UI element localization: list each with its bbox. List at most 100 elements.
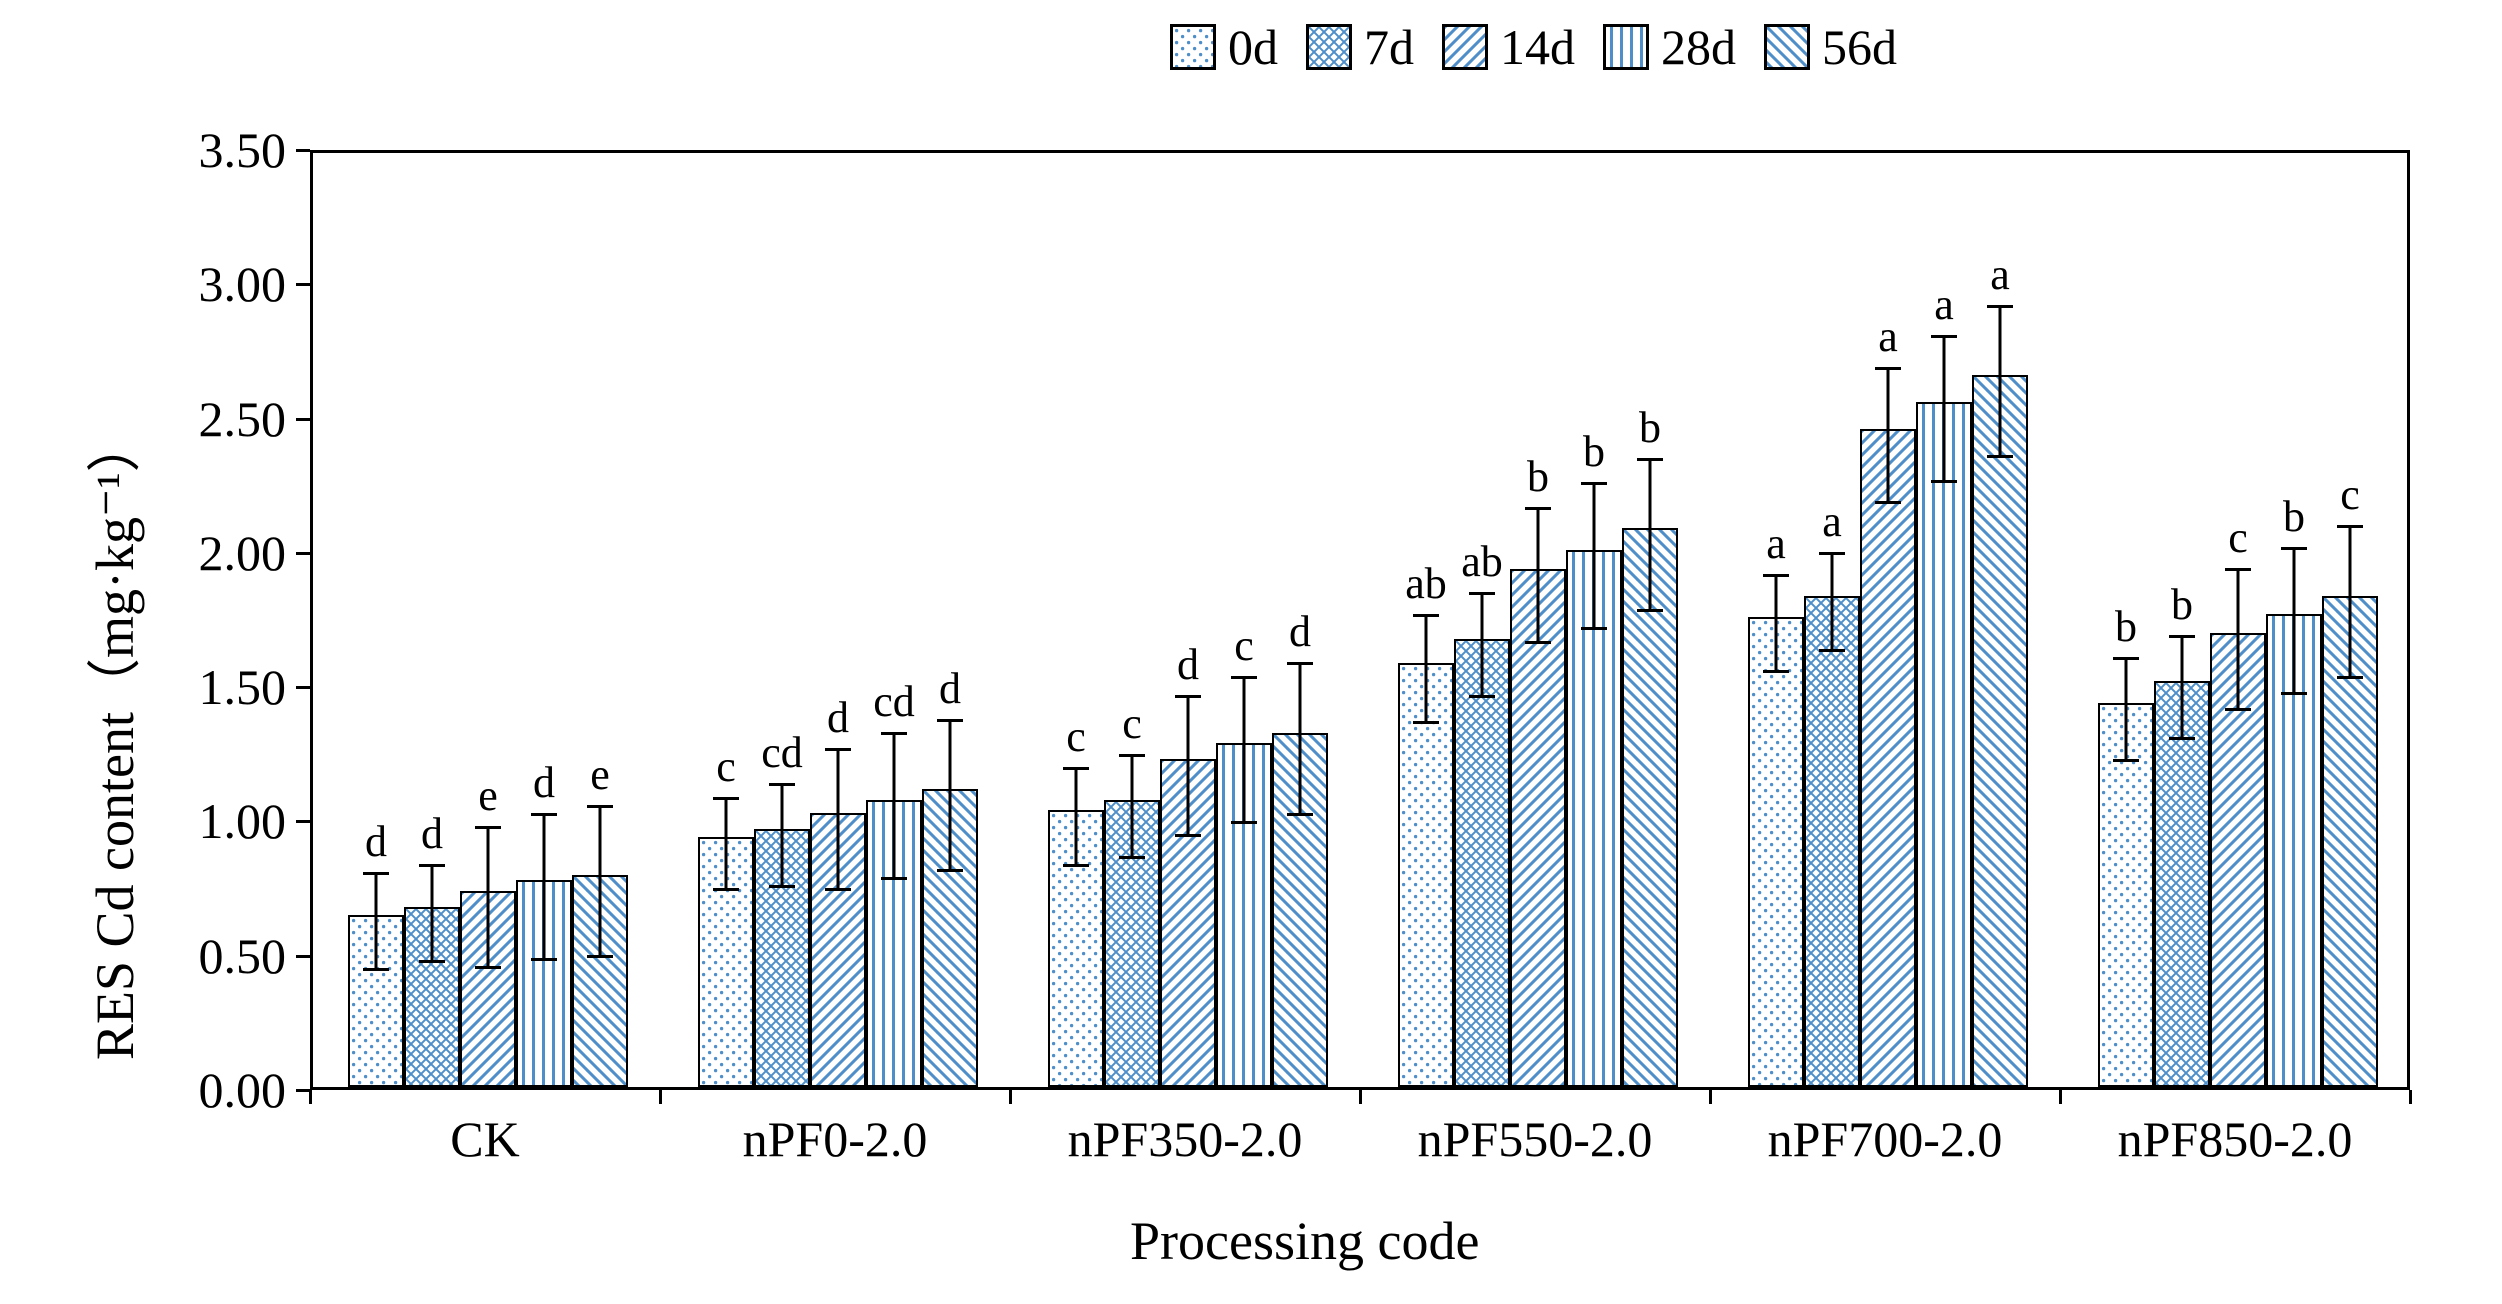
bar <box>1748 617 1804 1087</box>
plot-area: ddedeccddcddccdcdababbbbaaaaabbcbc <box>310 150 2410 1090</box>
y-tick-label: 3.00 <box>166 255 286 313</box>
legend-swatch <box>1170 24 1216 70</box>
significance-label: c <box>716 741 736 792</box>
bar <box>1048 810 1104 1087</box>
y-tick-label: 2.00 <box>166 524 286 582</box>
bar <box>348 915 404 1087</box>
x-axis-title: Processing code <box>1130 1210 1479 1272</box>
legend-swatch <box>1603 24 1649 70</box>
y-tick <box>296 955 310 958</box>
bar <box>1104 800 1160 1087</box>
significance-label: d <box>827 692 849 743</box>
significance-label: b <box>2171 579 2193 630</box>
y-tick <box>296 283 310 286</box>
legend-label: 14d <box>1500 18 1575 76</box>
bar <box>1972 375 2028 1087</box>
bar <box>1566 550 1622 1087</box>
x-tick <box>1359 1090 1362 1104</box>
significance-label: b <box>2115 601 2137 652</box>
significance-label: c <box>1122 698 1142 749</box>
x-category-label: nPF700-2.0 <box>1768 1110 2003 1168</box>
significance-label: b <box>1583 426 1605 477</box>
bar <box>1804 596 1860 1087</box>
x-tick <box>2059 1090 2062 1104</box>
bar <box>1510 569 1566 1087</box>
x-tick <box>659 1090 662 1104</box>
legend-item: 7d <box>1306 18 1414 76</box>
significance-label: c <box>1066 711 1086 762</box>
y-tick-label: 2.50 <box>166 390 286 448</box>
significance-label: d <box>939 663 961 714</box>
significance-label: c <box>2340 469 2360 520</box>
x-category-label: nPF850-2.0 <box>2118 1110 2353 1168</box>
bar <box>2322 596 2378 1087</box>
bar <box>1916 402 1972 1087</box>
significance-label: ab <box>1405 558 1447 609</box>
legend-item: 28d <box>1603 18 1736 76</box>
bar <box>572 875 628 1087</box>
bar <box>2266 614 2322 1087</box>
legend-label: 7d <box>1364 18 1414 76</box>
bar <box>922 789 978 1087</box>
y-tick <box>296 149 310 152</box>
bar <box>460 891 516 1087</box>
legend-label: 0d <box>1228 18 1278 76</box>
y-tick-label: 3.50 <box>166 121 286 179</box>
legend-label: 28d <box>1661 18 1736 76</box>
legend-swatch <box>1764 24 1810 70</box>
bar <box>1160 759 1216 1087</box>
x-tick <box>309 1090 312 1104</box>
y-tick <box>296 552 310 555</box>
x-tick <box>1009 1090 1012 1104</box>
bar <box>1860 429 1916 1087</box>
significance-label: b <box>1639 402 1661 453</box>
legend-item: 14d <box>1442 18 1575 76</box>
significance-label: d <box>365 816 387 867</box>
y-tick-label: 1.00 <box>166 792 286 850</box>
chart-canvas: 0d7d14d28d56d RES Cd content（mg·kg⁻¹） dd… <box>0 0 2502 1304</box>
legend-item: 0d <box>1170 18 1278 76</box>
plot-inner: ddedeccddcddccdcdababbbbaaaaabbcbc <box>313 153 2407 1087</box>
bar <box>516 880 572 1087</box>
x-tick <box>1709 1090 1712 1104</box>
legend-swatch <box>1306 24 1352 70</box>
significance-label: a <box>1766 518 1786 569</box>
significance-label: c <box>2228 512 2248 563</box>
significance-label: c <box>1234 620 1254 671</box>
bar <box>2210 633 2266 1087</box>
significance-label: d <box>421 808 443 859</box>
y-tick <box>296 1089 310 1092</box>
bar <box>698 837 754 1087</box>
significance-label: e <box>590 749 610 800</box>
bar <box>404 907 460 1087</box>
bar <box>866 800 922 1087</box>
x-tick <box>2409 1090 2412 1104</box>
bar <box>1454 639 1510 1088</box>
bar <box>2154 681 2210 1087</box>
significance-label: cd <box>873 676 915 727</box>
significance-label: d <box>533 757 555 808</box>
significance-label: e <box>478 770 498 821</box>
significance-label: a <box>1878 311 1898 362</box>
y-tick <box>296 686 310 689</box>
bar <box>810 813 866 1087</box>
x-category-label: nPF350-2.0 <box>1068 1110 1303 1168</box>
legend-item: 56d <box>1764 18 1897 76</box>
y-axis-title: RES Cd content（mg·kg⁻¹） <box>70 418 149 1060</box>
legend-swatch <box>1442 24 1488 70</box>
x-category-label: nPF0-2.0 <box>743 1110 928 1168</box>
bar <box>754 829 810 1087</box>
significance-label: a <box>1990 249 2010 300</box>
legend: 0d 7d 14d 28d 56d <box>1170 18 1897 76</box>
significance-label: d <box>1177 639 1199 690</box>
significance-label: d <box>1289 606 1311 657</box>
significance-label: a <box>1822 496 1842 547</box>
significance-label: cd <box>761 727 803 778</box>
y-tick <box>296 820 310 823</box>
x-category-label: CK <box>450 1110 519 1168</box>
bar <box>1272 733 1328 1088</box>
bar <box>1622 528 1678 1087</box>
bar <box>1398 663 1454 1087</box>
y-tick-label: 0.50 <box>166 927 286 985</box>
significance-label: b <box>2283 491 2305 542</box>
